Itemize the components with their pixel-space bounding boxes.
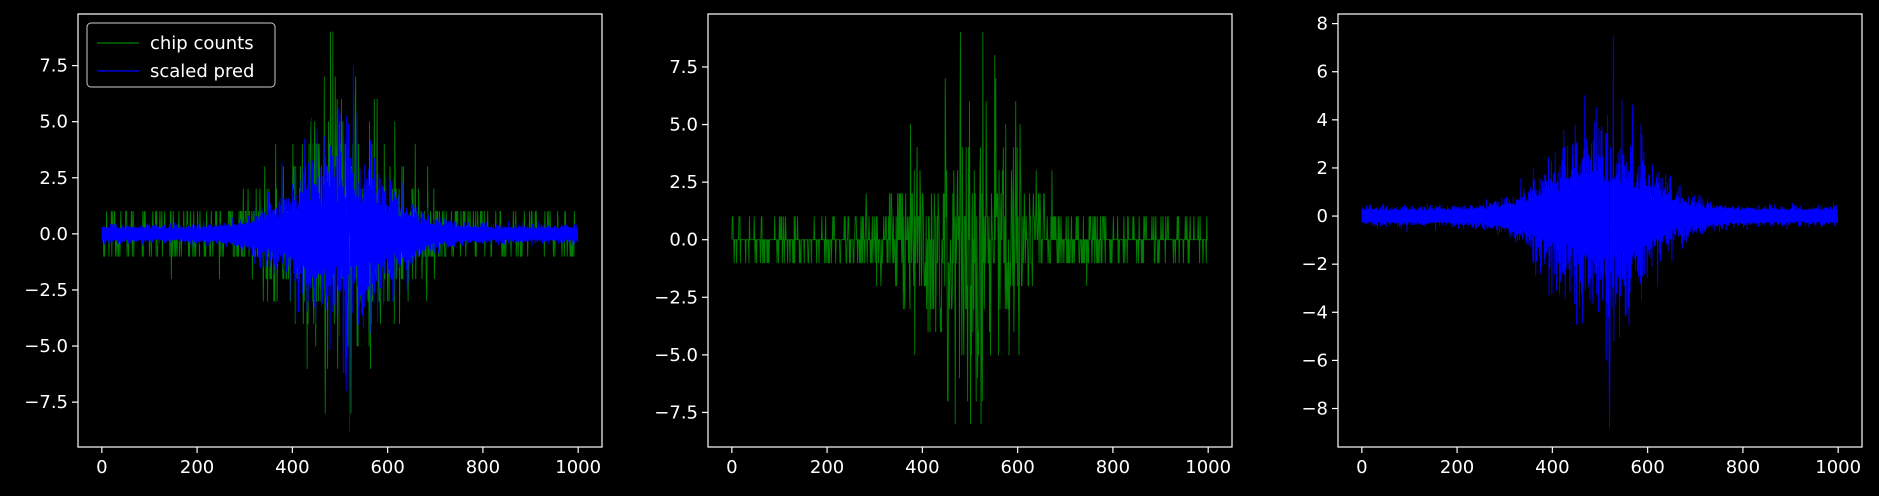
y-tick-label: −2.5	[654, 287, 698, 308]
y-tick-label: 2.5	[39, 168, 68, 189]
y-tick-label: 4	[1317, 110, 1328, 131]
y-tick-label: 5.0	[669, 115, 698, 136]
legend-label: chip counts	[150, 33, 254, 54]
x-tick-label: 800	[1096, 457, 1130, 478]
series-line-counts-2	[731, 31, 1208, 425]
legend-label: scaled pred	[150, 61, 254, 82]
x-tick-label: 0	[726, 457, 737, 478]
chart-panel-2: 0 200 400 600 800 1000 −7.5 −5.0 −2.5 0.0 2.5 5.0 7.…	[654, 13, 1233, 478]
y-tick-label: −4	[1301, 302, 1328, 323]
y-tick-label: 0.0	[669, 230, 698, 251]
y-tick-label: 5.0	[39, 112, 68, 133]
chart-panel-3: 0 200 400 600 800 1000 −8 −6 −4 −2 0 2 4 6 8	[1301, 13, 1863, 478]
x-tick-label: 400	[905, 457, 939, 478]
y-tick-label: −5.0	[654, 345, 698, 366]
series-line-scaled-pred	[101, 65, 579, 432]
x-tick-label: 200	[810, 457, 844, 478]
y-tick-label: −7.5	[24, 392, 68, 413]
x-tick-label: 400	[275, 457, 309, 478]
y-tick-label: 7.5	[39, 56, 68, 77]
plot-area	[731, 31, 1208, 425]
y-tick-label: −2	[1301, 254, 1328, 275]
x-tick-label: 1000	[555, 457, 601, 478]
y-tick-label: −7.5	[654, 402, 698, 423]
x-tick-label: 600	[370, 457, 404, 478]
x-tick-label: 200	[1440, 457, 1474, 478]
y-tick-label: −2.5	[24, 280, 68, 301]
y-tick-label: −6	[1301, 350, 1328, 371]
y-tick-label: 0	[1317, 206, 1328, 227]
x-tick-label: 800	[1726, 457, 1760, 478]
axes-frame	[77, 13, 603, 448]
plot-area	[101, 31, 579, 432]
y-tick-label: 2.5	[669, 172, 698, 193]
chart-panel-1: 0 200 400 600 800 1000 −7.5 −5.0 −2.5 0.0 2.5 5.0 7.…	[24, 13, 603, 478]
y-tick-label: 0.0	[39, 224, 68, 245]
series-line-pred-3	[1361, 35, 1839, 429]
x-tick-label: 0	[1356, 457, 1367, 478]
axes-frame	[707, 13, 1233, 448]
y-tick-label: 2	[1317, 158, 1328, 179]
x-tick-label: 1000	[1185, 457, 1231, 478]
y-tick-label: 8	[1317, 14, 1328, 35]
y-tick-label: −5.0	[24, 336, 68, 357]
x-tick-label: 0	[96, 457, 107, 478]
y-tick-label: 6	[1317, 62, 1328, 83]
x-tick-label: 200	[180, 457, 214, 478]
x-tick-label: 800	[466, 457, 500, 478]
y-tick-label: −8	[1301, 399, 1328, 420]
y-tick-label: 7.5	[669, 57, 698, 78]
plot-area	[1361, 35, 1839, 429]
x-tick-label: 600	[1000, 457, 1034, 478]
x-tick-label: 1000	[1815, 457, 1861, 478]
x-tick-label: 400	[1535, 457, 1569, 478]
legend: chip counts scaled pred	[86, 22, 276, 88]
axes-frame	[1337, 13, 1863, 448]
x-tick-label: 600	[1630, 457, 1664, 478]
